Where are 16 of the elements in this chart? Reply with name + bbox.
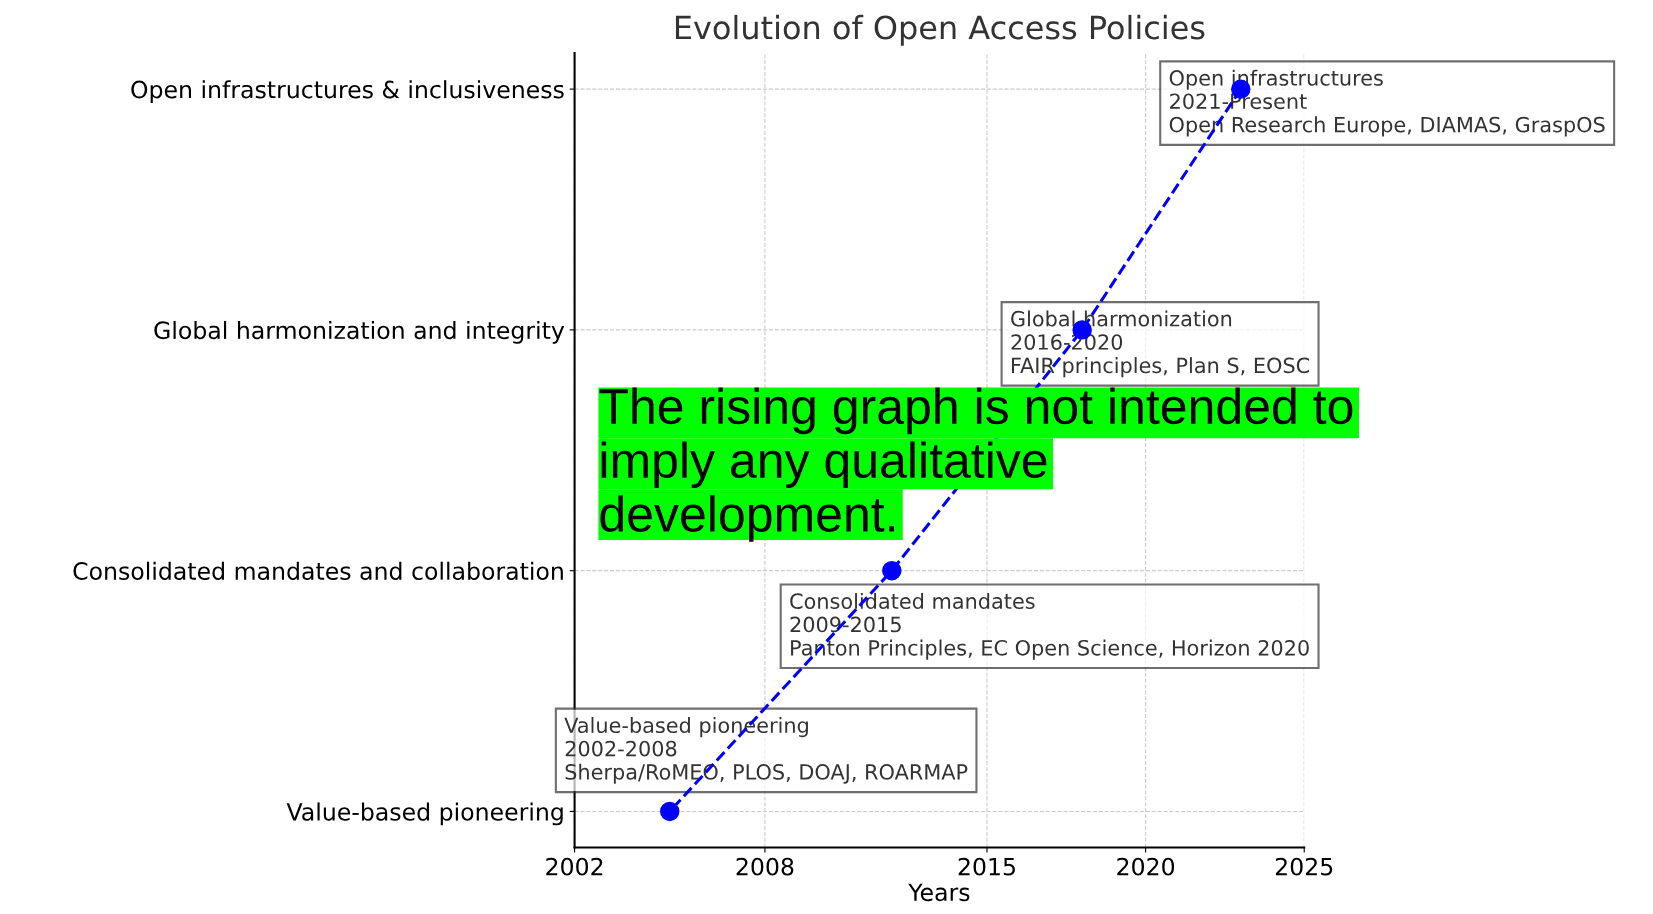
y-tick-label: Consolidated mandates and collaboration: [73, 561, 563, 580]
x-tick-label: 2008: [736, 857, 794, 876]
chart-title: Evolution of Open Access Policies: [675, 14, 1205, 46]
y-tick-label: Open infrastructures & inclusiveness: [131, 80, 564, 104]
y-tick-label: Global harmonization and integrity: [154, 320, 565, 344]
x-tick-label: 2020: [1117, 857, 1175, 876]
x-tick-label: 2025: [1275, 857, 1333, 876]
point: [660, 801, 680, 822]
y-tick-label: Value-based pioneering: [286, 802, 563, 826]
annotation: Global harmonization 2016-2020 FAIR principles, Plan S, EOSC: [1011, 310, 1310, 378]
x-axis-title: Years: [908, 883, 970, 902]
x-tick-label: 2015: [958, 857, 1015, 876]
annotation: Open infrastructures 2021-Present Open Research Europe, DIAMAS, GraspOS: [1169, 69, 1605, 137]
annotation: The rising graph is not intended to imply any qualitative development.: [599, 387, 1353, 542]
point: [882, 560, 902, 581]
x-tick-label: 2002: [546, 857, 603, 876]
